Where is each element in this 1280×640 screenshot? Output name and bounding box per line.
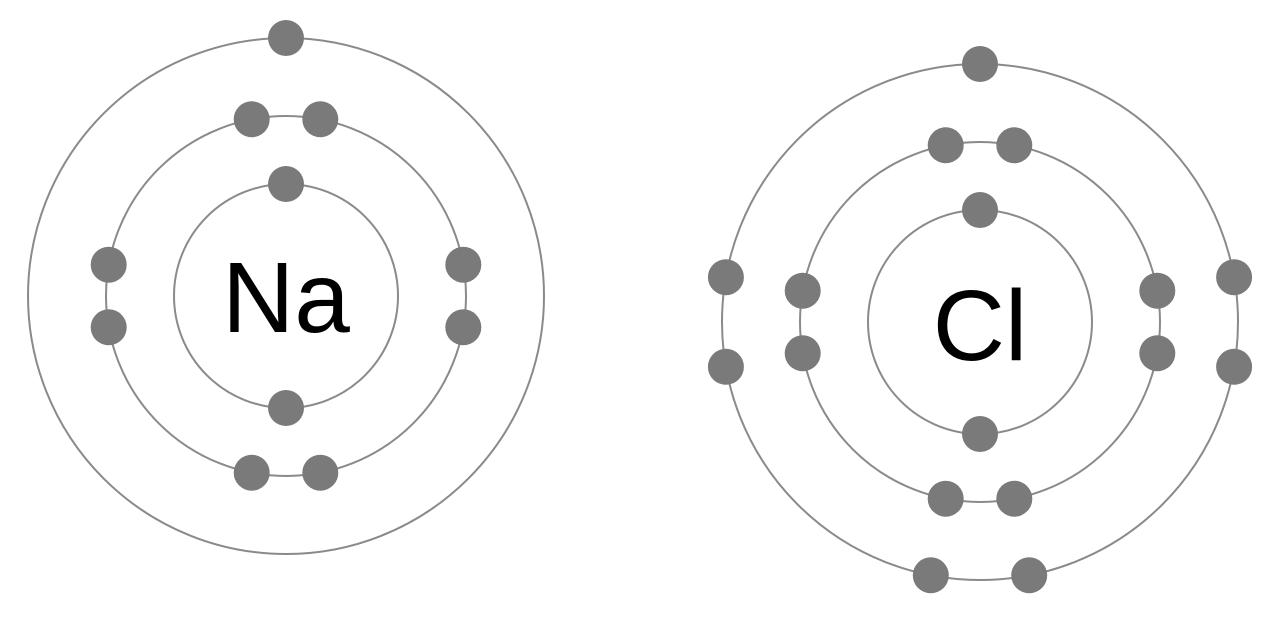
cl-shell-2-electron-1 [927, 127, 964, 164]
cl-shell-2-electron-3 [1139, 272, 1176, 309]
cl-shell-2-electron-6 [927, 480, 964, 517]
cl-shell-2-electron-5 [996, 480, 1033, 517]
na-shell-2-electron-3 [445, 246, 482, 283]
na-shell-2-electron-6 [233, 454, 270, 491]
cl-shell-2 [799, 141, 1161, 503]
cl-shell-2-electron-2 [996, 127, 1033, 164]
cl-shell-2-electron-4 [1139, 335, 1176, 372]
na-shell-2-electron-2 [302, 101, 339, 138]
cl-shell-3-electron-2 [1216, 259, 1253, 296]
cl-shell-3-electron-4 [1011, 557, 1048, 594]
atom-symbol-na: Na [222, 242, 350, 354]
cl-shell-2-electron-8 [784, 272, 821, 309]
cl-shell-3-electron-6 [707, 348, 744, 385]
cl-shell-3-electron-7 [707, 259, 744, 296]
cl-shell-3-electron-1 [962, 46, 998, 82]
na-shell-2-electron-1 [233, 101, 270, 138]
cl-electrons [707, 46, 1253, 594]
cl-shell-2-electron-7 [784, 335, 821, 372]
na-shell-2-electron-4 [445, 309, 482, 346]
na-shell-2-electron-8 [90, 246, 127, 283]
na-electrons [90, 20, 482, 491]
atom-symbol-cl: Cl [933, 270, 1027, 382]
na-shell-3-electron-1 [268, 20, 304, 56]
cl-shell-3-electron-5 [912, 557, 949, 594]
atom-chlorine: Cl [707, 46, 1253, 594]
na-shell-2-electron-7 [90, 309, 127, 346]
cl-shell-1-electron-2 [962, 416, 998, 452]
cl-shell-1-electron-1 [962, 192, 998, 228]
na-shell-2 [105, 115, 467, 477]
na-shell-2-electron-5 [302, 454, 339, 491]
atom-sodium: Na [27, 20, 545, 555]
na-shell-1-electron-1 [268, 166, 304, 202]
cl-shell-3-electron-3 [1216, 348, 1253, 385]
na-shell-1-electron-2 [268, 390, 304, 426]
